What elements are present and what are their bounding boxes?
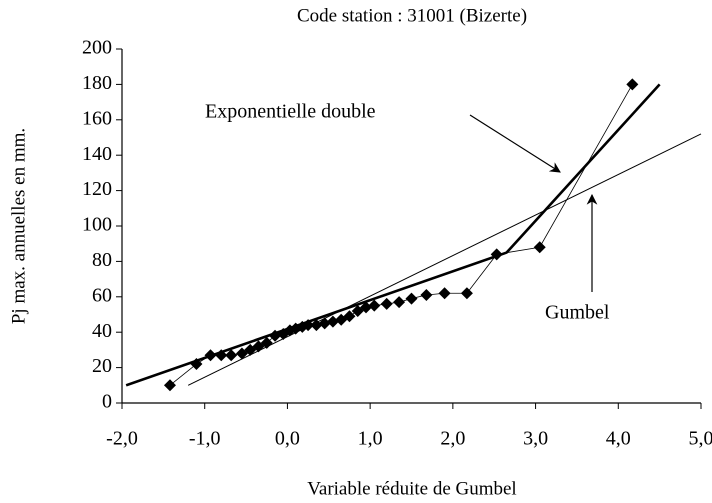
chart-title: Code station : 31001 (Bizerte) (297, 5, 527, 26)
annotation-arrow (469, 114, 561, 173)
x-axis-label: Variable réduite de Gumbel (307, 478, 516, 499)
point (343, 310, 356, 323)
point (626, 78, 639, 91)
point (326, 315, 339, 328)
point (405, 292, 418, 305)
point (420, 289, 433, 302)
annotation: Exponentielle double (205, 101, 376, 123)
point (310, 319, 323, 332)
x-tick-label: 5,0 (689, 428, 712, 450)
y-axis-label: Pj max. annuelles en mm. (8, 128, 29, 324)
y-tick-label: 180 (82, 72, 112, 94)
y-tick-label: 120 (82, 178, 112, 200)
y-tick-label: 80 (92, 249, 112, 271)
y-tick-label: 40 (92, 320, 112, 342)
point (533, 241, 546, 254)
connector-line (169, 84, 633, 386)
point (460, 287, 473, 300)
y-tick-label: 140 (82, 143, 112, 165)
x-tick-label: -1,0 (189, 428, 221, 450)
point (163, 379, 176, 392)
y-tick-label: 60 (92, 284, 112, 306)
x-tick-label: 3,0 (523, 428, 548, 450)
y-tick-label: 0 (102, 391, 112, 413)
y-tick-label: 20 (92, 355, 112, 377)
point (244, 343, 257, 356)
x-tick-label: 2,0 (440, 428, 465, 450)
point (380, 297, 393, 310)
y-tick-label: 100 (82, 214, 112, 236)
x-tick-label: -2,0 (106, 428, 138, 450)
x-tick-label: 1,0 (358, 428, 383, 450)
point (438, 287, 451, 300)
y-tick-label: 200 (82, 37, 112, 59)
x-tick-label: 4,0 (606, 428, 631, 450)
point (393, 296, 406, 309)
annotation: Gumbel (545, 302, 610, 324)
y-tick-label: 160 (82, 107, 112, 129)
point (360, 301, 373, 314)
fit-line (187, 133, 702, 386)
fit-line (125, 83, 661, 387)
x-tick-label: 0,0 (275, 428, 300, 450)
point (368, 299, 381, 312)
point (225, 349, 238, 362)
